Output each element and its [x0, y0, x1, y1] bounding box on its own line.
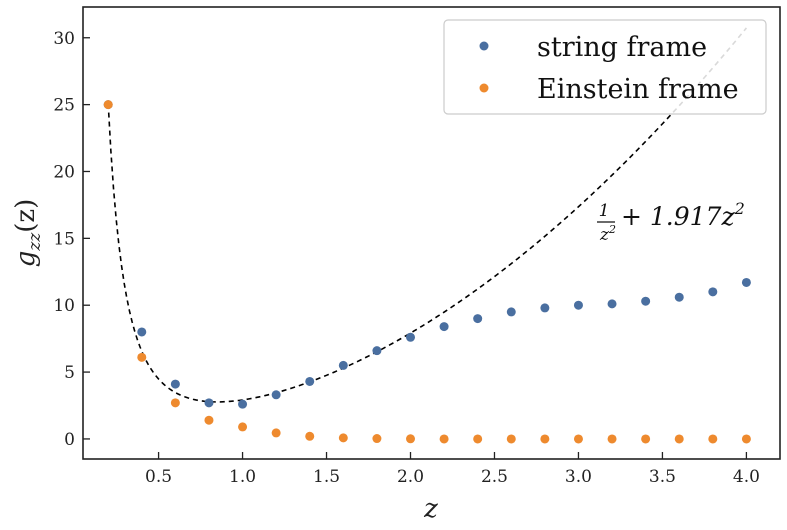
point-string-frame: [674, 292, 684, 302]
y-tick-label: 30: [53, 29, 75, 49]
point-einstein-frame: [103, 100, 113, 110]
point-einstein-frame: [674, 434, 684, 444]
point-einstein-frame: [338, 433, 348, 443]
point-einstein-frame: [137, 352, 147, 362]
series-points: [103, 100, 751, 444]
x-tick-label: 2.5: [481, 467, 508, 487]
annotation-formula: + 1.917z2: [621, 199, 745, 231]
point-string-frame: [607, 299, 617, 309]
point-string-frame: [406, 332, 416, 342]
point-string-frame: [573, 300, 583, 310]
y-tick-label: 25: [53, 96, 75, 116]
point-einstein-frame: [506, 434, 516, 444]
point-string-frame: [439, 322, 449, 332]
legend-label-string-frame: string frame: [537, 32, 707, 63]
point-string-frame: [708, 287, 718, 297]
x-tick-label: 1.0: [229, 467, 256, 487]
y-tick-label: 5: [64, 363, 75, 383]
legend-box: [443, 19, 767, 115]
y-tick-label: 15: [53, 229, 75, 249]
point-einstein-frame: [473, 434, 483, 444]
point-string-frame: [540, 303, 550, 313]
point-einstein-frame: [238, 422, 248, 432]
y-tick-label: 10: [53, 296, 75, 316]
y-axis-title-subscript: zz: [25, 232, 45, 252]
point-string-frame: [641, 296, 651, 306]
annotation-frac-numerator: 1: [599, 201, 610, 221]
x-tick-label: 3.5: [649, 467, 676, 487]
annotation-frac-denominator: z2: [599, 223, 616, 245]
point-string-frame: [473, 314, 483, 324]
point-einstein-frame: [708, 434, 718, 444]
x-tick-label: 0.5: [145, 467, 172, 487]
legend-marker-einstein-frame: [479, 83, 489, 93]
point-string-frame: [741, 277, 751, 287]
fit-annotation: 1 z2 + 1.917z2: [597, 199, 745, 245]
point-einstein-frame: [170, 398, 180, 408]
point-string-frame: [338, 360, 348, 370]
y-tick-label: 0: [64, 430, 75, 450]
y-tick-label: 20: [53, 162, 75, 182]
point-string-frame: [305, 376, 315, 386]
point-string-frame: [506, 307, 516, 317]
y-axis-title: gzz(z): [11, 199, 45, 268]
point-einstein-frame: [406, 434, 416, 444]
point-einstein-frame: [607, 434, 617, 444]
legend: string frame Einstein frame: [443, 19, 767, 115]
x-axis-title: z: [423, 494, 438, 524]
x-tick-label: 3.0: [565, 467, 592, 487]
point-einstein-frame: [573, 434, 583, 444]
point-string-frame: [238, 399, 248, 409]
x-ticks: 0.5 1.0 1.5 2.0 2.5 3.0 3.5 4.0: [145, 452, 760, 487]
point-string-frame: [372, 346, 382, 356]
x-tick-label: 4.0: [733, 467, 760, 487]
point-einstein-frame: [439, 434, 449, 444]
point-string-frame: [204, 398, 214, 408]
legend-marker-string-frame: [479, 41, 489, 51]
annotation-formula-exp: 2: [734, 199, 745, 218]
point-einstein-frame: [741, 434, 751, 444]
y-ticks: 0 5 10 15 20 25 30: [53, 29, 90, 450]
fit-curve-line: [107, 27, 748, 403]
legend-label-einstein-frame: Einstein frame: [537, 74, 739, 105]
point-string-frame: [271, 390, 281, 400]
point-einstein-frame: [305, 431, 315, 441]
point-einstein-frame: [271, 428, 281, 438]
point-einstein-frame: [204, 415, 214, 425]
x-tick-label: 1.5: [313, 467, 340, 487]
point-string-frame: [137, 327, 147, 337]
point-einstein-frame: [641, 434, 651, 444]
point-einstein-frame: [540, 434, 550, 444]
annotation-frac-exp: 2: [608, 223, 616, 236]
point-einstein-frame: [372, 434, 382, 444]
point-string-frame: [170, 379, 180, 389]
x-tick-label: 2.0: [397, 467, 424, 487]
y-axis-title-argument: (z): [11, 199, 41, 233]
